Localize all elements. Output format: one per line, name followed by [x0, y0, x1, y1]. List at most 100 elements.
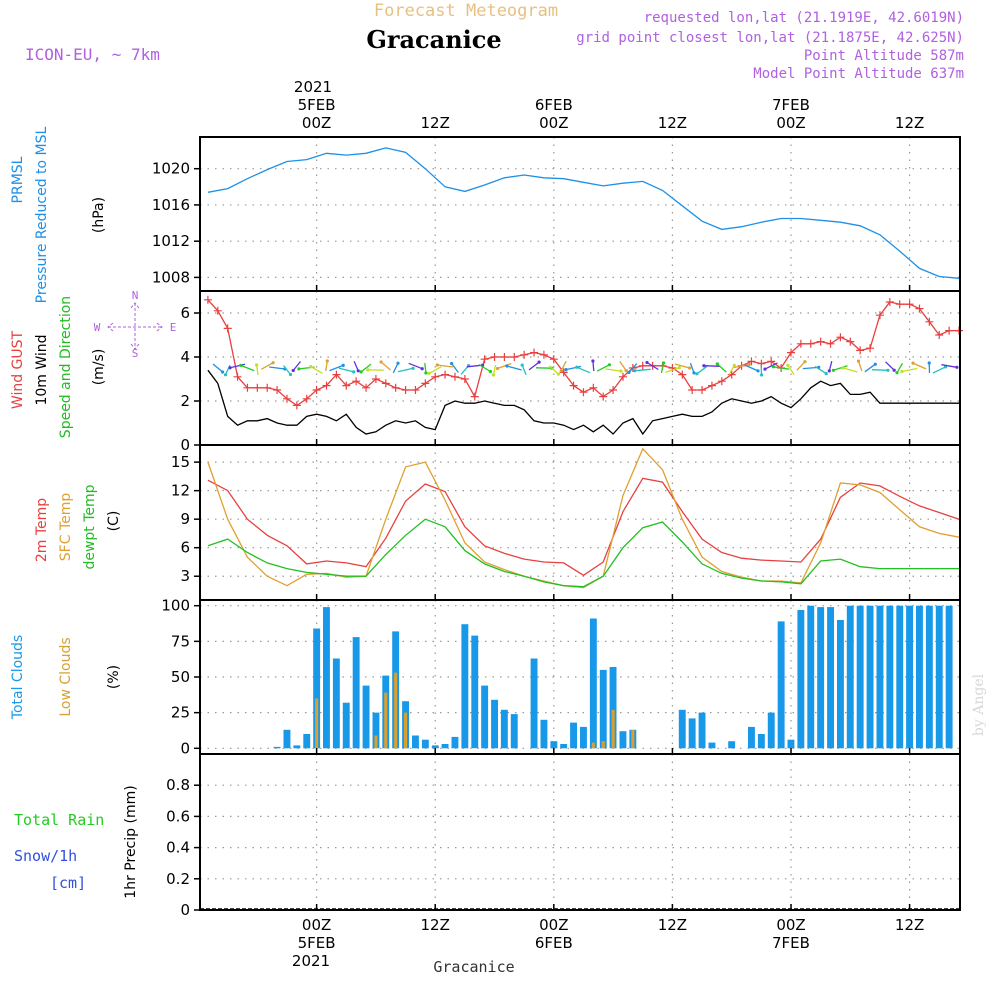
- temp-unit: (C): [106, 511, 122, 532]
- total-cloud-bar: [896, 605, 904, 749]
- pressure-unit: (hPa): [91, 197, 107, 233]
- wind-direction-arrow: [941, 364, 958, 368]
- wind-direction-arrow: [814, 365, 827, 375]
- temperature-panel: 3 6 9 12 15: [171, 444, 961, 601]
- gust-marker: [895, 300, 904, 309]
- pressure-panel: 1008 1012 1016 1020: [152, 136, 961, 292]
- wind-arrow-head: [911, 361, 915, 365]
- wind-direction-arrow: [255, 364, 259, 376]
- wind-direction-arrow: [744, 364, 759, 372]
- wind-direction-arrow: [329, 364, 344, 372]
- y-tick-label: 1008: [152, 268, 190, 286]
- total-cloud-bar: [560, 744, 568, 749]
- wind-direction-arrow: [728, 364, 735, 376]
- y-tick-label: 0.6: [166, 807, 190, 825]
- wind-direction-arrow: [674, 363, 690, 369]
- total-cloud-bar: [570, 722, 577, 749]
- wind-arrow-head: [341, 363, 345, 367]
- total-cloud-bar: [797, 610, 805, 749]
- wind-arrow-head: [900, 369, 904, 374]
- total-cloud-bar: [619, 731, 627, 749]
- wind-arrow-head: [763, 367, 767, 371]
- wind-arrow-head: [856, 359, 861, 363]
- total-cloud-bar: [332, 658, 340, 749]
- wind-direction-arrow: [760, 364, 763, 376]
- top-hour-label: 00Z: [302, 114, 331, 132]
- total-cloud-bar: [352, 637, 360, 749]
- prmsl-line: [207, 147, 960, 279]
- snow-label: Snow/1h: [14, 847, 77, 865]
- temp-dewpt-label: dewpt Temp: [82, 484, 98, 569]
- wind-arrow-head: [291, 368, 295, 373]
- wind-arrow-head: [886, 368, 890, 372]
- wind-direction-arrow: [703, 365, 720, 367]
- gust-marker: [223, 324, 232, 333]
- total-cloud-bar: [767, 712, 775, 749]
- bottom-hour-label: 00Z: [302, 916, 331, 934]
- y-tick-label: 1020: [152, 160, 190, 178]
- total-cloud-bar: [807, 605, 815, 749]
- bottom-hour-label: 12Z: [658, 916, 687, 934]
- wind-arrow-head: [824, 372, 828, 376]
- wind-arrow-head: [702, 364, 706, 368]
- gust-marker: [707, 381, 716, 390]
- total-cloud-bar: [787, 739, 795, 749]
- gust-marker: [846, 337, 855, 346]
- wind-arrow-head: [955, 365, 959, 369]
- wind-direction-arrow: [380, 361, 391, 371]
- gust-marker: [233, 372, 242, 381]
- gust-marker: [322, 381, 331, 390]
- chart-title: Gracanice: [366, 25, 501, 54]
- total-cloud-bar: [500, 709, 508, 749]
- total-cloud-bar: [550, 741, 558, 749]
- wind-direction-arrow: [565, 365, 582, 371]
- gust-marker: [905, 300, 914, 309]
- gust-marker: [747, 357, 756, 366]
- y-tick-label: 0.4: [166, 839, 190, 857]
- wind-arrow-head: [591, 359, 595, 363]
- compass-arrows-icon: [107, 302, 163, 350]
- wind-arrow-head: [692, 371, 696, 375]
- wind-direction-arrow: [842, 367, 858, 373]
- wind-arrow-head: [645, 360, 649, 365]
- y-tick-label: 12: [171, 482, 190, 500]
- bottom-hour-label: 12Z: [421, 916, 450, 934]
- wind-arrow-head: [715, 362, 719, 366]
- gust-marker: [688, 386, 697, 394]
- wind-direction-arrow: [560, 360, 567, 372]
- gust-marker: [767, 357, 776, 366]
- wind-arrow-head: [420, 367, 424, 371]
- wind-arrow-head: [491, 373, 496, 377]
- wind-direction-arrow: [628, 363, 638, 373]
- wind-direction-arrow: [857, 360, 863, 372]
- y-tick-label: 100: [161, 597, 190, 615]
- y-tick-label: 0: [180, 739, 190, 757]
- wind-direction-label: Speed and Direction: [58, 296, 74, 438]
- gust-marker: [401, 386, 410, 394]
- wind-direction-arrow: [408, 362, 423, 370]
- wind-direction-arrow: [451, 363, 459, 373]
- 10m-wind-line: [207, 369, 959, 436]
- wind-arrow-head: [297, 367, 301, 371]
- gust-marker: [875, 311, 884, 320]
- pressure-label-2: Pressure Reduced to MSL: [34, 126, 50, 303]
- compass-south-label: S: [132, 347, 139, 360]
- top-date-label: 7FEB: [772, 96, 810, 114]
- gust-marker: [520, 350, 529, 359]
- wind-direction-arrow: [871, 369, 888, 371]
- bottom-date-label: 5FEB: [298, 934, 336, 952]
- total-cloud-bar: [886, 605, 894, 749]
- bottom-hour-label: 12Z: [895, 916, 924, 934]
- wind-direction-arrow: [660, 362, 665, 374]
- total-cloud-bar: [916, 605, 923, 749]
- total-cloud-bar: [431, 745, 439, 749]
- wind-direction-arrow: [424, 362, 427, 374]
- total-cloud-bar: [412, 735, 419, 749]
- y-tick-label: 6: [180, 539, 190, 557]
- wind-arrow-head: [228, 366, 232, 370]
- wind-arrow-head: [688, 366, 692, 370]
- total-cloud-bar: [837, 620, 844, 749]
- total-cloud-bar: [540, 719, 548, 749]
- total-cloud-bar: [481, 685, 489, 749]
